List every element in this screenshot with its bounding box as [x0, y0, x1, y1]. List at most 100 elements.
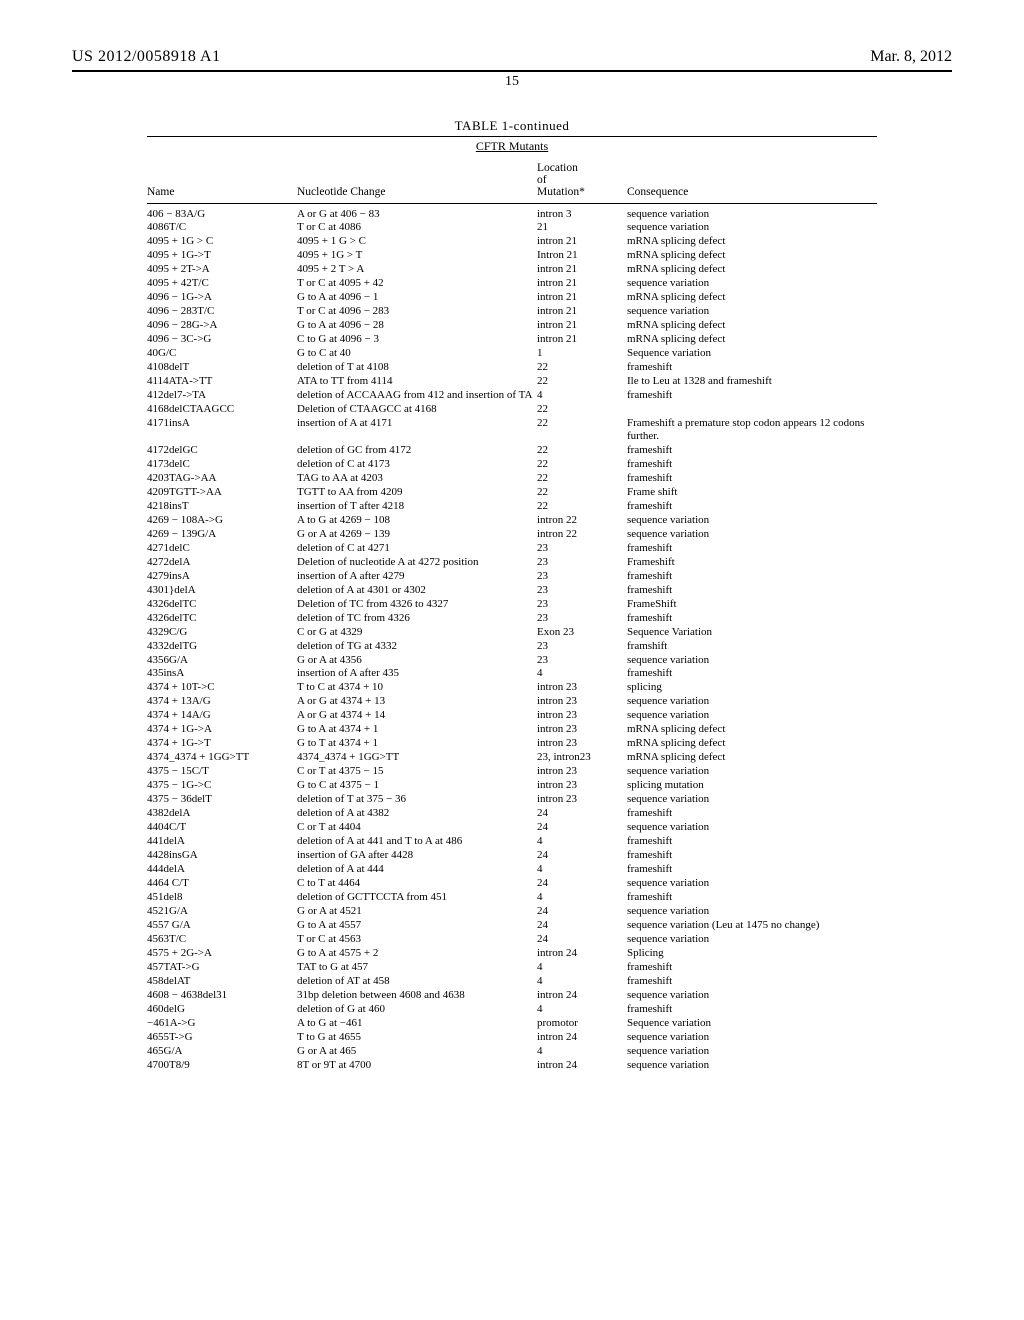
table-row: 444delAdeletion of A at 4444frameshift: [147, 863, 877, 877]
table-cell: 1: [537, 347, 627, 361]
table-cell: mRNA splicing defect: [627, 235, 877, 249]
cftr-table-wrapper: TABLE 1-continued CFTR Mutants Name Nucl…: [147, 118, 877, 1072]
table-cell: intron 22: [537, 513, 627, 527]
table-cell: mRNA splicing defect: [627, 263, 877, 277]
table-cell: Intron 21: [537, 249, 627, 263]
table-cell: mRNA splicing defect: [627, 751, 877, 765]
table-cell: sequence variation: [627, 513, 877, 527]
table-cell: Frameshift: [627, 555, 877, 569]
table-cell: insertion of GA after 4428: [297, 849, 537, 863]
table-cell: Ile to Leu at 1328 and frameshift: [627, 375, 877, 389]
table-cell: intron 21: [537, 333, 627, 347]
table-cell: 4700T8/9: [147, 1058, 297, 1072]
table-cell: frameshift: [627, 835, 877, 849]
table-cell: −461A->G: [147, 1016, 297, 1030]
table-cell: sequence variation: [627, 653, 877, 667]
table-cell: 4374 + 13A/G: [147, 695, 297, 709]
table-cell: 4203TAG->AA: [147, 471, 297, 485]
table-cell: 4301}delA: [147, 583, 297, 597]
table-cell: 4: [537, 890, 627, 904]
table-cell: frameshift: [627, 361, 877, 375]
table-cell: frameshift: [627, 667, 877, 681]
table-row: 4272delADeletion of nucleotide A at 4272…: [147, 555, 877, 569]
table-cell: 24: [537, 918, 627, 932]
table-cell: 4171insA: [147, 417, 297, 444]
table-top-rule: [147, 136, 877, 137]
table-row: 4095 + 42T/CT or C at 4095 + 42intron 21…: [147, 277, 877, 291]
table-cell: 4375 − 1G->C: [147, 779, 297, 793]
table-cell: G to A at 4374 + 1: [297, 723, 537, 737]
table-cell: 460delG: [147, 1002, 297, 1016]
table-cell: frameshift: [627, 443, 877, 457]
table-cell: sequence variation: [627, 988, 877, 1002]
table-cell: 23: [537, 541, 627, 555]
table-row: −461A->GA to G at −461promotorSequence v…: [147, 1016, 877, 1030]
table-cell: 24: [537, 807, 627, 821]
table-cell: 4332delTG: [147, 639, 297, 653]
table-cell: frameshift: [627, 1002, 877, 1016]
table-cell: 4374 + 10T->C: [147, 681, 297, 695]
table-row: 4700T8/98T or 9T at 4700intron 24sequenc…: [147, 1058, 877, 1072]
table-cell: T or C at 4095 + 42: [297, 277, 537, 291]
table-cell: frameshift: [627, 569, 877, 583]
table-cell: intron 22: [537, 527, 627, 541]
col-consequence: Consequence: [627, 156, 877, 201]
table-cell: G to A at 4575 + 2: [297, 946, 537, 960]
table-row: 4382delAdeletion of A at 438224frameshif…: [147, 807, 877, 821]
table-cell: deletion of T at 375 − 36: [297, 793, 537, 807]
table-row: 4374_4374 + 1GG>TT4374_4374 + 1GG>TT23, …: [147, 751, 877, 765]
table-row: 4209TGTT->AATGTT to AA from 420922Frame …: [147, 485, 877, 499]
table-cell: frameshift: [627, 849, 877, 863]
table-cell: TAG to AA at 4203: [297, 471, 537, 485]
table-cell: G or A at 4521: [297, 904, 537, 918]
table-cell: TGTT to AA from 4209: [297, 485, 537, 499]
table-header-row: Name Nucleotide Change LocationofMutatio…: [147, 156, 877, 201]
table-cell: splicing mutation: [627, 779, 877, 793]
table-row: 4301}delAdeletion of A at 4301 or 430223…: [147, 583, 877, 597]
table-cell: G or A at 465: [297, 1044, 537, 1058]
table-cell: deletion of A at 4382: [297, 807, 537, 821]
table-cell: sequence variation: [627, 221, 877, 235]
table-cell: 22: [537, 375, 627, 389]
table-cell: deletion of ACCAAAG from 412 and inserti…: [297, 389, 537, 403]
table-cell: intron 23: [537, 695, 627, 709]
table-cell: sequence variation: [627, 305, 877, 319]
table-cell: G or A at 4269 − 139: [297, 527, 537, 541]
table-row: 4173delCdeletion of C at 417322frameshif…: [147, 457, 877, 471]
table-cell: deletion of AT at 458: [297, 974, 537, 988]
table-cell: 435insA: [147, 667, 297, 681]
table-cell: Sequence variation: [627, 1016, 877, 1030]
table-cell: A or G at 4374 + 13: [297, 695, 537, 709]
table-cell: sequence variation (Leu at 1475 no chang…: [627, 918, 877, 932]
table-cell: deletion of GC from 4172: [297, 443, 537, 457]
table-cell: intron 23: [537, 737, 627, 751]
table-row: 4374 + 1G->TG to T at 4374 + 1intron 23m…: [147, 737, 877, 751]
table-cell: intron 24: [537, 1030, 627, 1044]
table-cell: 4: [537, 1044, 627, 1058]
table-cell: C or T at 4375 − 15: [297, 765, 537, 779]
table-cell: A or G at 4374 + 14: [297, 709, 537, 723]
table-cell: 22: [537, 485, 627, 499]
table-row: 451del8deletion of GCTTCCTA from 4514fra…: [147, 890, 877, 904]
table-cell: 4: [537, 389, 627, 403]
table-cell: 4108delT: [147, 361, 297, 375]
table-cell: framshift: [627, 639, 877, 653]
table-cell: 23: [537, 639, 627, 653]
table-cell: sequence variation: [627, 695, 877, 709]
table-cell: C or T at 4404: [297, 821, 537, 835]
table-row: 458delATdeletion of AT at 4584frameshift: [147, 974, 877, 988]
table-cell: G to T at 4374 + 1: [297, 737, 537, 751]
table-row: 4375 − 15C/TC or T at 4375 − 15intron 23…: [147, 765, 877, 779]
table-cell: FrameShift: [627, 597, 877, 611]
table-cell: 4382delA: [147, 807, 297, 821]
table-cell: frameshift: [627, 890, 877, 904]
table-cell: sequence variation: [627, 709, 877, 723]
table-cell: insertion of A after 435: [297, 667, 537, 681]
table-cell: mRNA splicing defect: [627, 737, 877, 751]
table-row: 4329C/GC or G at 4329Exon 23Sequence Var…: [147, 625, 877, 639]
table-cell: 4: [537, 863, 627, 877]
table-row: 4269 − 108A->GA to G at 4269 − 108intron…: [147, 513, 877, 527]
table-cell: sequence variation: [627, 1044, 877, 1058]
table-row: 4096 − 3C->GC to G at 4096 − 3intron 21m…: [147, 333, 877, 347]
table-body: 406 − 83A/GA or G at 406 − 83intron 3seq…: [147, 201, 877, 1072]
